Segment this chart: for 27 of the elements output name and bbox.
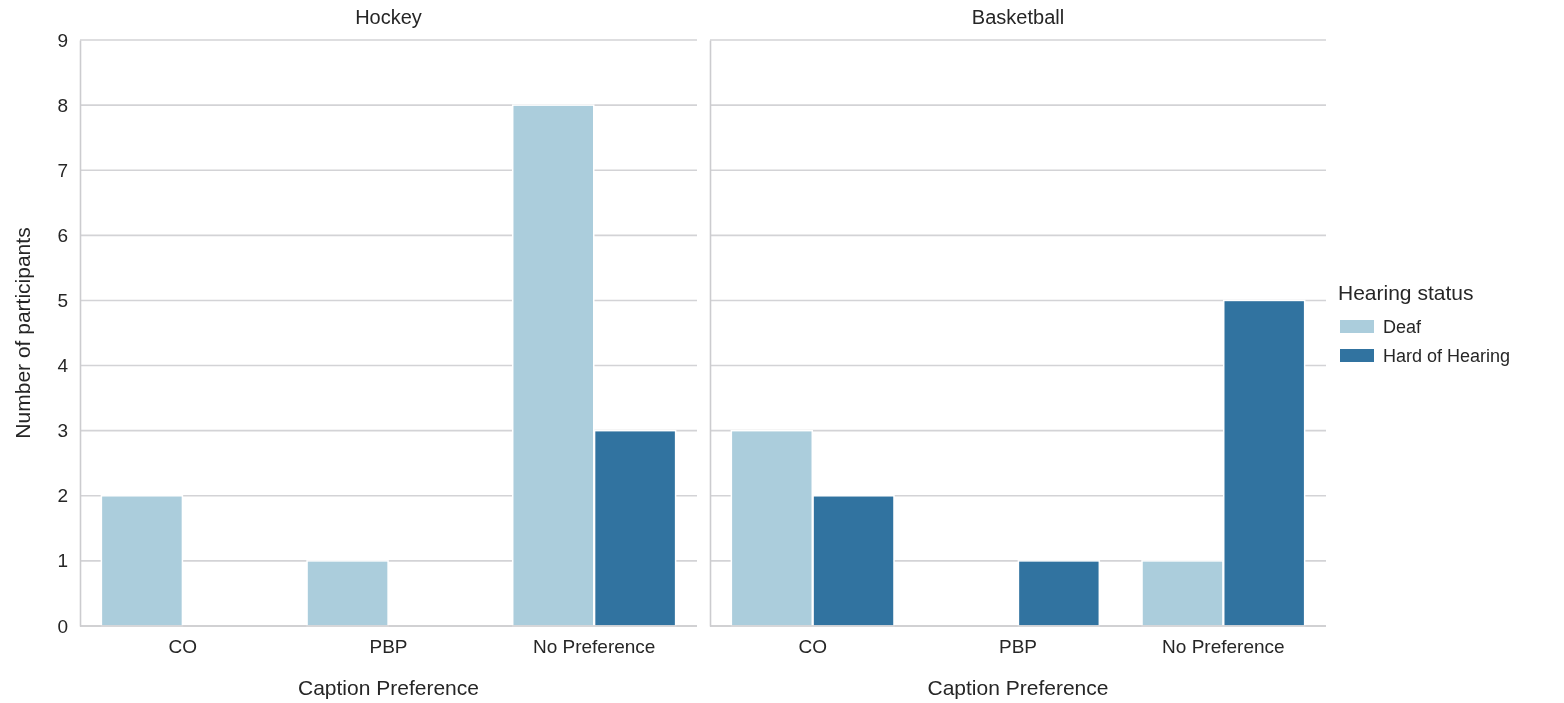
x-axis-title: Caption Preference xyxy=(927,676,1109,699)
x-tick-label: No Preference xyxy=(532,636,656,658)
chart-title: Basketball xyxy=(971,6,1065,28)
y-tick-label: 3 xyxy=(57,420,68,442)
y-tick-label: 9 xyxy=(57,29,68,51)
y-tick-label: 1 xyxy=(57,550,68,572)
y-tick-label: 8 xyxy=(57,94,68,116)
x-tick-label: CO xyxy=(798,636,827,658)
y-tick-label: 7 xyxy=(57,159,68,181)
y-tick-label: 2 xyxy=(57,485,68,507)
chart-title: Hockey xyxy=(355,6,422,28)
bar xyxy=(1017,560,1101,627)
legend-label: Deaf xyxy=(1383,317,1423,337)
y-axis-title: Number of participants xyxy=(11,227,34,439)
y-tick-label: 4 xyxy=(57,355,69,377)
y-tick-label: 5 xyxy=(57,290,68,312)
x-axis-title: Caption Preference xyxy=(298,676,479,699)
y-tick-label: 0 xyxy=(57,615,68,637)
y-tick-label: 6 xyxy=(57,224,68,246)
x-tick-label: No Preference xyxy=(1162,636,1285,658)
x-tick-label: PBP xyxy=(998,636,1038,658)
bar xyxy=(100,495,184,627)
bar xyxy=(306,560,389,627)
x-tick-label: CO xyxy=(168,636,198,658)
x-tick-label: PBP xyxy=(369,636,408,658)
legend-title: Hearing status xyxy=(1338,281,1474,304)
legend-label: Hard of Hearing xyxy=(1383,346,1511,366)
